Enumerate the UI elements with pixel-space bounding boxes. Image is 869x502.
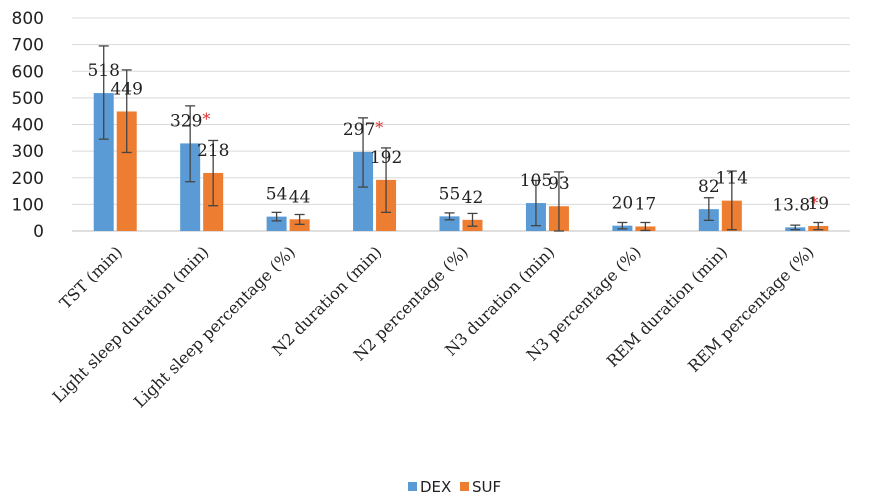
data-label: 20 <box>612 194 634 214</box>
y-tick-label: 500 <box>12 89 44 109</box>
x-category-label: TST (min) <box>56 242 126 312</box>
data-label: 114 <box>716 169 748 189</box>
data-label: 19 <box>807 194 829 214</box>
data-label: 54 <box>266 185 288 205</box>
legend: DEX SUF <box>408 478 501 496</box>
bar-dex <box>266 216 287 231</box>
y-tick-label: 700 <box>12 36 44 56</box>
data-label: 13.8* <box>772 193 818 215</box>
grid-lines <box>72 17 850 232</box>
x-category-label: Light sleep percentage (%) <box>130 242 299 411</box>
error-bars <box>98 45 824 232</box>
y-tick-label: 600 <box>12 62 44 82</box>
legend-label-suf: SUF <box>472 478 501 496</box>
data-label: 297* <box>343 118 383 140</box>
legend-swatch-dex <box>408 482 417 491</box>
data-label: 218 <box>197 141 229 161</box>
y-tick-label: 0 <box>33 222 44 242</box>
data-label: 17 <box>635 194 657 214</box>
y-tick-label: 200 <box>12 169 44 189</box>
bar-suf <box>116 111 137 231</box>
data-label: 55 <box>439 184 461 204</box>
bar-suf <box>289 219 310 231</box>
x-category-label: Light sleep duration (min) <box>49 242 213 406</box>
data-label: 93 <box>548 174 570 194</box>
x-axis: TST (min)Light sleep duration (min)Light… <box>49 242 818 411</box>
y-tick-label: 400 <box>12 116 44 136</box>
y-tick-label: 300 <box>12 142 44 162</box>
data-label: 82 <box>698 177 720 197</box>
legend-label-dex: DEX <box>420 478 451 496</box>
bar-dex <box>353 151 374 231</box>
bar-dex <box>180 143 201 231</box>
y-tick-label: 100 <box>12 195 44 215</box>
data-label: 192 <box>370 148 402 168</box>
data-label: 42 <box>462 188 484 208</box>
data-label: 518 <box>87 61 119 81</box>
legend-swatch-suf <box>460 482 469 491</box>
data-label: 329* <box>170 109 210 131</box>
y-axis: 0 100 200 300 400 500 600 700 800 <box>12 9 44 242</box>
data-label: 105 <box>520 171 552 191</box>
data-label: 44 <box>289 187 311 207</box>
data-label: 449 <box>110 79 142 99</box>
bar-dex <box>93 93 114 232</box>
y-tick-label: 800 <box>12 9 44 29</box>
